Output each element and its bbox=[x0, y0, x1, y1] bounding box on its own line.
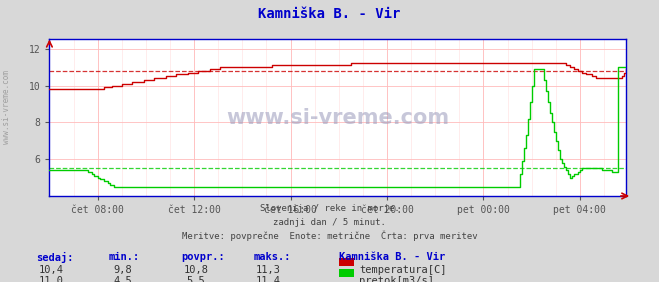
Text: 11,3: 11,3 bbox=[256, 265, 281, 275]
Text: Slovenija / reke in morje.: Slovenija / reke in morje. bbox=[260, 204, 399, 213]
Text: temperatura[C]: temperatura[C] bbox=[359, 265, 447, 275]
Text: 5,5: 5,5 bbox=[186, 276, 205, 282]
Text: www.si-vreme.com: www.si-vreme.com bbox=[2, 70, 11, 144]
Text: Kamniška B. - Vir: Kamniška B. - Vir bbox=[339, 252, 445, 262]
Text: maks.:: maks.: bbox=[254, 252, 291, 262]
Text: pretok[m3/s]: pretok[m3/s] bbox=[359, 276, 434, 282]
Text: 11,0: 11,0 bbox=[38, 276, 63, 282]
Text: zadnji dan / 5 minut.: zadnji dan / 5 minut. bbox=[273, 218, 386, 227]
Text: 10,8: 10,8 bbox=[183, 265, 208, 275]
Text: 4,5: 4,5 bbox=[114, 276, 132, 282]
Text: 9,8: 9,8 bbox=[114, 265, 132, 275]
Text: min.:: min.: bbox=[109, 252, 140, 262]
Text: 11,4: 11,4 bbox=[256, 276, 281, 282]
Text: www.si-vreme.com: www.si-vreme.com bbox=[226, 108, 449, 128]
Text: Meritve: povprečne  Enote: metrične  Črta: prva meritev: Meritve: povprečne Enote: metrične Črta:… bbox=[182, 231, 477, 241]
Text: sedaj:: sedaj: bbox=[36, 252, 74, 263]
Text: povpr.:: povpr.: bbox=[181, 252, 225, 262]
Text: Kamniška B. - Vir: Kamniška B. - Vir bbox=[258, 7, 401, 21]
Text: 10,4: 10,4 bbox=[38, 265, 63, 275]
